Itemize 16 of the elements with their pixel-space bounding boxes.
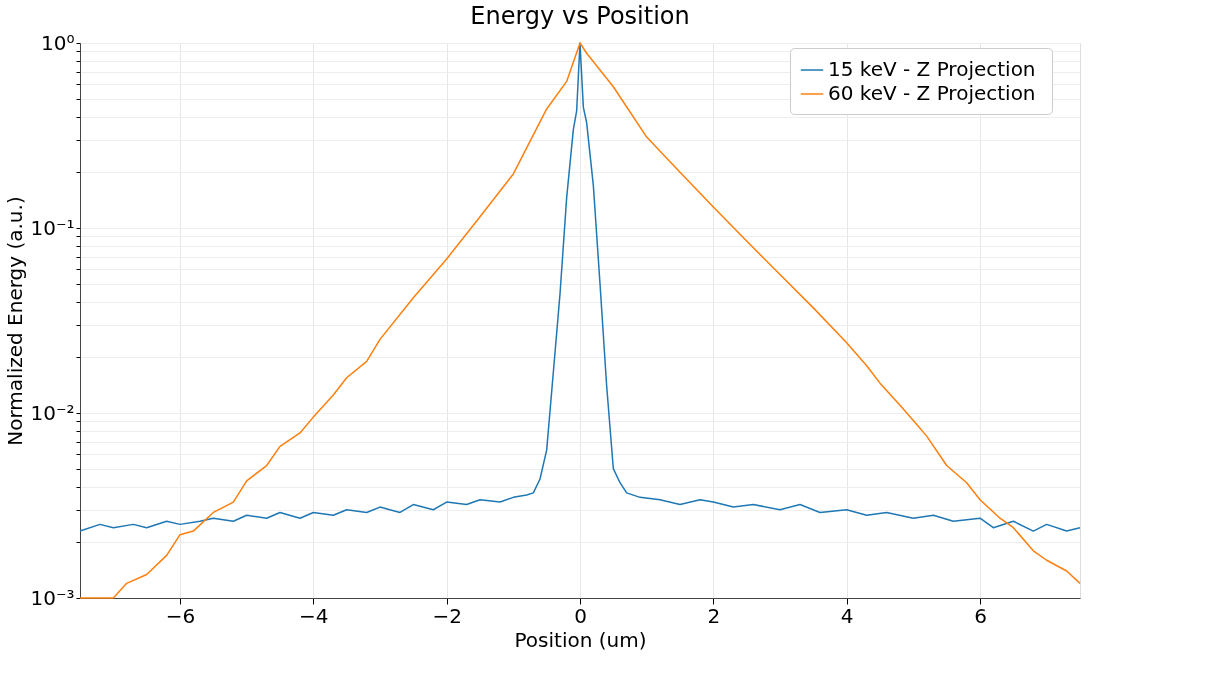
x-tick-label: −4 [299,603,329,628]
y-axis-title: Normalized Energy (a.u.) [3,196,28,446]
x-axis-title: Position (um) [514,627,647,652]
x-tick-label: −2 [432,603,462,628]
y-tick-label: 10⁻¹ [30,215,75,240]
y-tick-label: 10⁻² [30,400,75,425]
x-tick-label: 2 [707,603,721,628]
x-tick-label: −6 [165,603,196,628]
legend-label: 15 keV - Z Projection [828,57,1036,81]
y-tick-label: 10⁰ [41,30,75,55]
x-tick-label: 6 [974,603,987,628]
y-tick-label: 10⁻³ [30,585,75,610]
x-tick-label: 4 [840,603,854,628]
legend-label: 60 keV - Z Projection [828,81,1036,105]
chart-title: Energy vs Position [470,2,690,30]
x-tick-label: 0 [574,603,587,628]
